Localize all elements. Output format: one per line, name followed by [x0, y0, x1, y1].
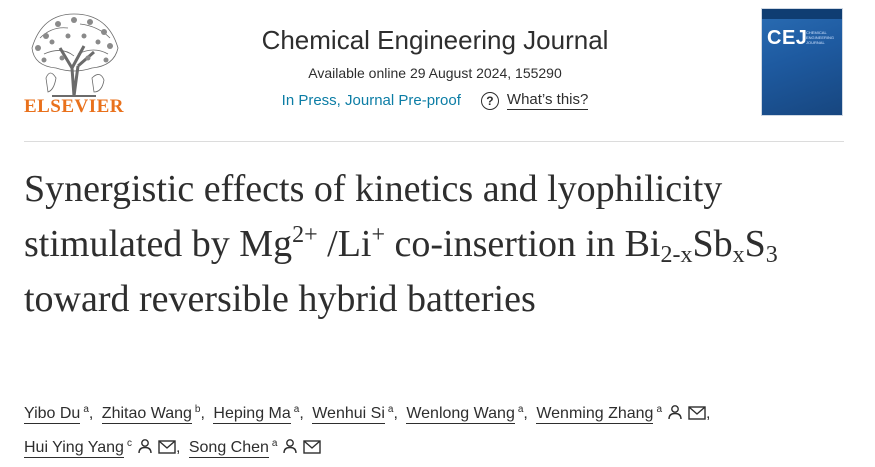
- author-item[interactable]: Wenhui Si a: [312, 404, 394, 424]
- elsevier-wordmark[interactable]: ELSEVIER: [23, 96, 125, 117]
- article-status-row: In Press, Journal Pre-proof ? What’s thi…: [160, 91, 710, 110]
- person-icon: [668, 405, 682, 420]
- cover-logo-text: CEJ: [767, 27, 808, 49]
- author-name[interactable]: Wenming Zhang: [536, 405, 654, 424]
- mg-charge-superscript: 2+: [292, 222, 318, 248]
- author-name[interactable]: Zhitao Wang: [101, 405, 192, 424]
- article-title: Synergistic effects of kinetics and lyop…: [24, 162, 824, 327]
- author-name[interactable]: Wenlong Wang: [406, 405, 515, 424]
- author-list: Yibo Du a, Zhitao Wang b, Heping Ma a, Wenh…: [24, 404, 711, 458]
- author-item[interactable]: Yibo Du a: [24, 404, 89, 424]
- person-icon: [283, 439, 298, 454]
- mail-icon[interactable]: [158, 440, 176, 454]
- question-circle-icon: ?: [480, 91, 499, 110]
- title-text-sb: Sb: [692, 223, 733, 265]
- journal-title[interactable]: Chemical Engineering Journal: [261, 25, 609, 55]
- author-item[interactable]: Heping Ma a: [213, 404, 300, 424]
- available-online-date: Available online 29 August 2024, 155290: [308, 65, 562, 81]
- in-press-link[interactable]: In Press, Journal Pre-proof: [281, 92, 461, 109]
- bi-subscript: 2-x: [660, 242, 693, 268]
- mail-icon[interactable]: [688, 406, 706, 420]
- author-name[interactable]: Song Chen: [188, 439, 269, 458]
- author-name[interactable]: Heping Ma: [213, 405, 291, 424]
- journal-header: Chemical Engineering Journal Available o…: [160, 24, 710, 110]
- mail-icon[interactable]: [303, 440, 322, 454]
- whats-this-label: What’s this?: [506, 91, 589, 110]
- author-name[interactable]: Hui Ying Yang: [24, 439, 124, 458]
- journal-cover-thumbnail[interactable]: CEJ CHEMICAL ENGINEERING JOURNAL: [761, 8, 843, 116]
- title-text-2: co-insertion in Bi: [385, 223, 661, 265]
- title-text-3: toward reversible hybrid batteries: [24, 278, 536, 320]
- author-name[interactable]: Wenhui Si: [312, 405, 385, 424]
- s-subscript: 3: [765, 242, 778, 268]
- whats-this-button[interactable]: ? What’s this?: [480, 91, 589, 110]
- affiliation-marker: a: [293, 404, 300, 415]
- affiliation-marker: c: [126, 438, 132, 449]
- affiliation-marker: a: [517, 404, 524, 415]
- affiliation-marker: a: [387, 404, 394, 415]
- author-item[interactable]: Song Chen a: [188, 438, 322, 458]
- affiliation-marker: a: [656, 404, 662, 415]
- header-divider: [24, 141, 844, 142]
- affiliation-marker: a: [83, 404, 89, 415]
- affiliation-marker: b: [194, 404, 201, 415]
- sb-subscript: x: [732, 242, 745, 268]
- elsevier-tree-logo[interactable]: [22, 8, 126, 118]
- author-item[interactable]: Zhitao Wang b: [101, 404, 201, 424]
- li-charge-superscript: +: [371, 222, 386, 248]
- author-item[interactable]: Wenming Zhang a: [536, 404, 706, 424]
- title-text-s: S: [744, 223, 766, 265]
- affiliation-marker: a: [271, 438, 278, 449]
- author-name[interactable]: Yibo Du: [24, 405, 81, 424]
- title-text-1: Synergistic effects of kinetics and lyop…: [24, 168, 723, 265]
- author-item[interactable]: Wenlong Wang a: [406, 404, 524, 424]
- title-text-li: /Li: [317, 223, 372, 265]
- cover-subtitle: CHEMICAL ENGINEERING JOURNAL: [806, 30, 835, 45]
- author-item[interactable]: Hui Ying Yang c: [24, 438, 176, 458]
- person-icon: [138, 439, 152, 454]
- cover-top-band: [762, 9, 842, 19]
